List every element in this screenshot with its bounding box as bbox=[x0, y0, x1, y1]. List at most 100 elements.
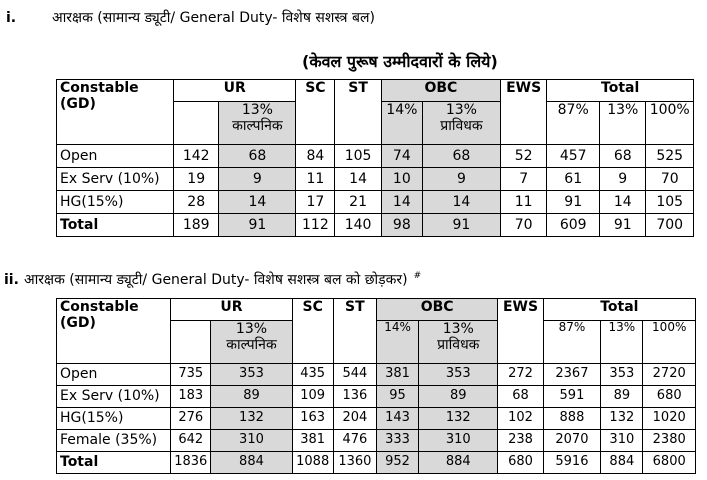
table-cell: 14 bbox=[421, 190, 501, 214]
section-2-title: आरक्षक (सामान्य ड्यूटी/ General Duty- वि… bbox=[24, 272, 408, 288]
ur-sub-pct: 13% bbox=[241, 102, 273, 119]
table-cell: 89 bbox=[210, 385, 293, 408]
table-cell: 272 bbox=[497, 363, 544, 386]
table-cell: 591 bbox=[542, 385, 602, 408]
table-cell: 310 bbox=[210, 429, 293, 452]
table-cell: 353 bbox=[600, 363, 644, 386]
table-cell: 105 bbox=[645, 190, 694, 214]
sc-header-2: SC bbox=[291, 298, 334, 364]
table-cell: 189 bbox=[173, 213, 220, 237]
total-sub-3-2: 100% bbox=[642, 320, 696, 364]
row-label: Total bbox=[55, 451, 172, 474]
sc-header: SC bbox=[295, 79, 336, 145]
table-cell: 310 bbox=[418, 429, 499, 452]
table-cell: 142 bbox=[173, 144, 220, 168]
table-cell: 204 bbox=[332, 407, 377, 430]
table-cell: 6800 bbox=[642, 451, 696, 474]
obc-sub-2: 13% प्राविधक bbox=[421, 101, 501, 145]
table-2-body: Open 735 353 435 544 381 353 272 2367 353 2720 Ex S… bbox=[55, 363, 696, 474]
table-cell: 884 bbox=[210, 451, 293, 474]
ur-sub-blank bbox=[173, 101, 220, 145]
table-cell: 2367 bbox=[542, 363, 602, 386]
table-cell: 680 bbox=[642, 385, 696, 408]
table-cell: 70 bbox=[645, 167, 694, 191]
table-1-body: Open 142 68 84 105 74 68 52 457 68 525 Ex Serv (10%… bbox=[55, 144, 694, 237]
table-cell: 2070 bbox=[542, 429, 602, 452]
table-cell: 2720 bbox=[642, 363, 696, 386]
table-cell: 353 bbox=[418, 363, 499, 386]
constable-header: Constable (GD) bbox=[55, 79, 175, 145]
table-cell: 183 bbox=[170, 385, 212, 408]
table-row: Ex Serv (10%) 183 89 109 136 95 89 68 591 89 680 bbox=[55, 385, 696, 408]
ur-header: UR bbox=[173, 79, 297, 102]
table-cell: 112 bbox=[295, 213, 336, 237]
table-cell: 95 bbox=[375, 385, 420, 408]
table-cell: 84 bbox=[295, 144, 336, 168]
table-cell: 143 bbox=[375, 407, 420, 430]
table-cell: 609 bbox=[546, 213, 601, 237]
table-cell: 102 bbox=[497, 407, 544, 430]
table-cell: 9 bbox=[599, 167, 647, 191]
table-cell: 435 bbox=[291, 363, 334, 386]
table-cell: 91 bbox=[421, 213, 501, 237]
constable-header-2: Constable (GD) bbox=[55, 298, 172, 364]
ur-sub-pct-2: 13% bbox=[235, 321, 268, 338]
row-label: Open bbox=[55, 363, 172, 386]
table-cell: 70 bbox=[499, 213, 548, 237]
table-cell: 132 bbox=[210, 407, 293, 430]
table-cell: 109 bbox=[291, 385, 334, 408]
total-header-2: Total bbox=[542, 298, 697, 321]
table-cell: 1020 bbox=[642, 407, 696, 430]
table-cell: 21 bbox=[334, 190, 382, 214]
table-row: Ex Serv (10%) 19 9 11 14 10 9 7 61 9 70 bbox=[55, 167, 694, 191]
obc-sub-1-2: 14% bbox=[375, 320, 420, 364]
table-cell: 163 bbox=[291, 407, 334, 430]
obc-header-2: OBC bbox=[375, 298, 499, 321]
table-cell: 353 bbox=[210, 363, 293, 386]
table-cell: 68 bbox=[497, 385, 544, 408]
table-cell: 140 bbox=[334, 213, 382, 237]
obc-sub-2-text-2: प्राविधक bbox=[437, 337, 480, 354]
table-cell: 91 bbox=[546, 190, 601, 214]
table-cell: 735 bbox=[170, 363, 212, 386]
section-1-heading: i. आरक्षक (सामान्य ड्यूटी/ General Duty- … bbox=[6, 8, 375, 27]
table-row: Female (35%) 642 310 381 476 333 310 238 2070 310… bbox=[55, 429, 696, 452]
table-cell: 68 bbox=[599, 144, 647, 168]
table-cell: 884 bbox=[600, 451, 644, 474]
table-1: Constable (GD) UR SC ST OBC EWS Total 13… bbox=[55, 79, 694, 237]
table-cell: 68 bbox=[218, 144, 297, 168]
row-label: Ex Serv (10%) bbox=[55, 385, 172, 408]
obc-sub-2-pct: 13% bbox=[445, 102, 477, 119]
row-label: Total bbox=[55, 213, 175, 237]
ur-header-2: UR bbox=[170, 298, 293, 321]
ews-header: EWS bbox=[499, 79, 548, 145]
table-cell: 19 bbox=[173, 167, 220, 191]
row-label: HG(15%) bbox=[55, 190, 175, 214]
row-label: Open bbox=[55, 144, 175, 168]
table-row: Open 142 68 84 105 74 68 52 457 68 525 bbox=[55, 144, 694, 168]
section-2-marker: # bbox=[413, 271, 422, 282]
table-cell: 91 bbox=[218, 213, 297, 237]
table-cell: 68 bbox=[421, 144, 501, 168]
section-1-number: i. bbox=[6, 10, 17, 26]
table-row: Total 1836 884 1088 1360 952 884 680 5916 884 6800 bbox=[55, 451, 696, 474]
table-cell: 61 bbox=[546, 167, 601, 191]
constable-label: Constable bbox=[60, 80, 139, 97]
table-cell: 333 bbox=[375, 429, 420, 452]
table-cell: 91 bbox=[599, 213, 647, 237]
st-header: ST bbox=[334, 79, 382, 145]
table-cell: 381 bbox=[375, 363, 420, 386]
table-cell: 544 bbox=[332, 363, 377, 386]
row-label: HG(15%) bbox=[55, 407, 172, 430]
table-cell: 9 bbox=[421, 167, 501, 191]
table-cell: 28 bbox=[173, 190, 220, 214]
table-cell: 14 bbox=[599, 190, 647, 214]
table-cell: 1360 bbox=[332, 451, 377, 474]
ews-header-2: EWS bbox=[497, 298, 544, 364]
table-cell: 89 bbox=[418, 385, 499, 408]
table-cell: 9 bbox=[218, 167, 297, 191]
table-2: Constable (GD) UR SC ST OBC EWS Total 13… bbox=[55, 298, 697, 474]
ur-sub-blank-2 bbox=[170, 320, 212, 364]
section-2-heading: ii. आरक्षक (सामान्य ड्यूटी/ General Duty-… bbox=[4, 270, 421, 289]
table-cell: 310 bbox=[600, 429, 644, 452]
